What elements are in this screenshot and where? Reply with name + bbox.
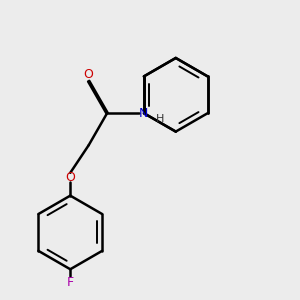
Text: N: N xyxy=(139,107,148,120)
Text: O: O xyxy=(65,171,75,184)
Text: F: F xyxy=(67,276,74,289)
Text: O: O xyxy=(84,68,94,81)
Text: H: H xyxy=(156,114,165,124)
